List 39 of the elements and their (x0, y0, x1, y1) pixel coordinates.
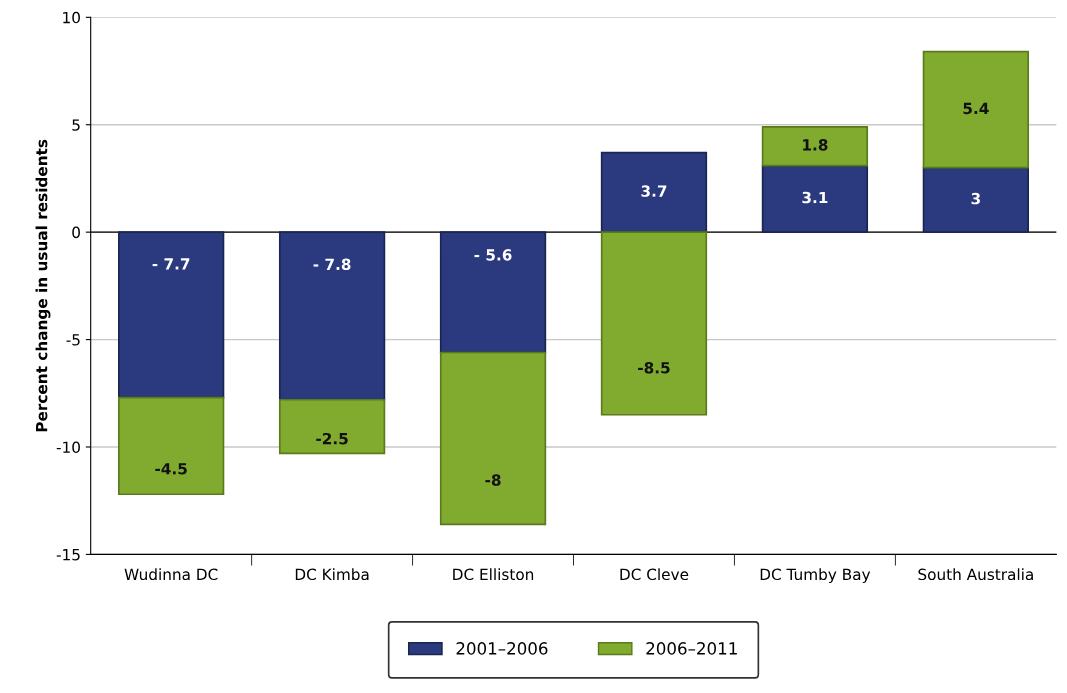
y-tick-label: 10 (63, 11, 80, 24)
data-label: - 7.7 (152, 258, 190, 270)
bar (118, 396, 225, 496)
legend-label: 2001–2006 (456, 642, 548, 655)
y-axis-title: Percent change in usual residents (35, 139, 51, 432)
bar (600, 151, 708, 233)
data-label: 1.8 (803, 139, 828, 151)
x-tick-label: Wudinna DC (124, 568, 218, 581)
bar (922, 166, 1030, 233)
x-tick-label: DC Cleve (620, 568, 689, 581)
bar (439, 231, 547, 354)
data-label: 3.7 (641, 185, 667, 197)
bar (761, 126, 869, 167)
bar (761, 164, 869, 233)
x-tick-label: DC Elliston (453, 568, 534, 581)
y-tick-label: -10 (56, 441, 80, 454)
legend-label: 2006–2011 (646, 642, 737, 655)
bar (439, 351, 547, 526)
data-label: -2.5 (316, 432, 348, 445)
data-label: - 5.6 (474, 249, 512, 261)
data-label: 5.4 (963, 102, 989, 115)
data-label: 3.1 (802, 191, 828, 204)
data-label: -8.5 (638, 361, 670, 374)
bar (118, 231, 225, 399)
y-tick-label: 0 (72, 226, 80, 239)
y-tick-label: 5 (72, 119, 80, 131)
data-label: -4.5 (155, 463, 187, 475)
y-tick-label: -5 (66, 334, 80, 346)
bar (278, 231, 386, 401)
data-label: 3 (971, 192, 980, 205)
y-tick-label: -15 (56, 549, 80, 561)
bar (278, 398, 386, 455)
data-label: -8 (485, 474, 501, 486)
data-label: - 7.8 (313, 258, 351, 271)
x-tick-label: South Australia (918, 568, 1033, 581)
x-tick-label: DC Tumby Bay (760, 568, 871, 584)
bar (922, 50, 1030, 169)
x-tick-label: DC Kimba (295, 568, 369, 581)
bar (600, 231, 708, 416)
